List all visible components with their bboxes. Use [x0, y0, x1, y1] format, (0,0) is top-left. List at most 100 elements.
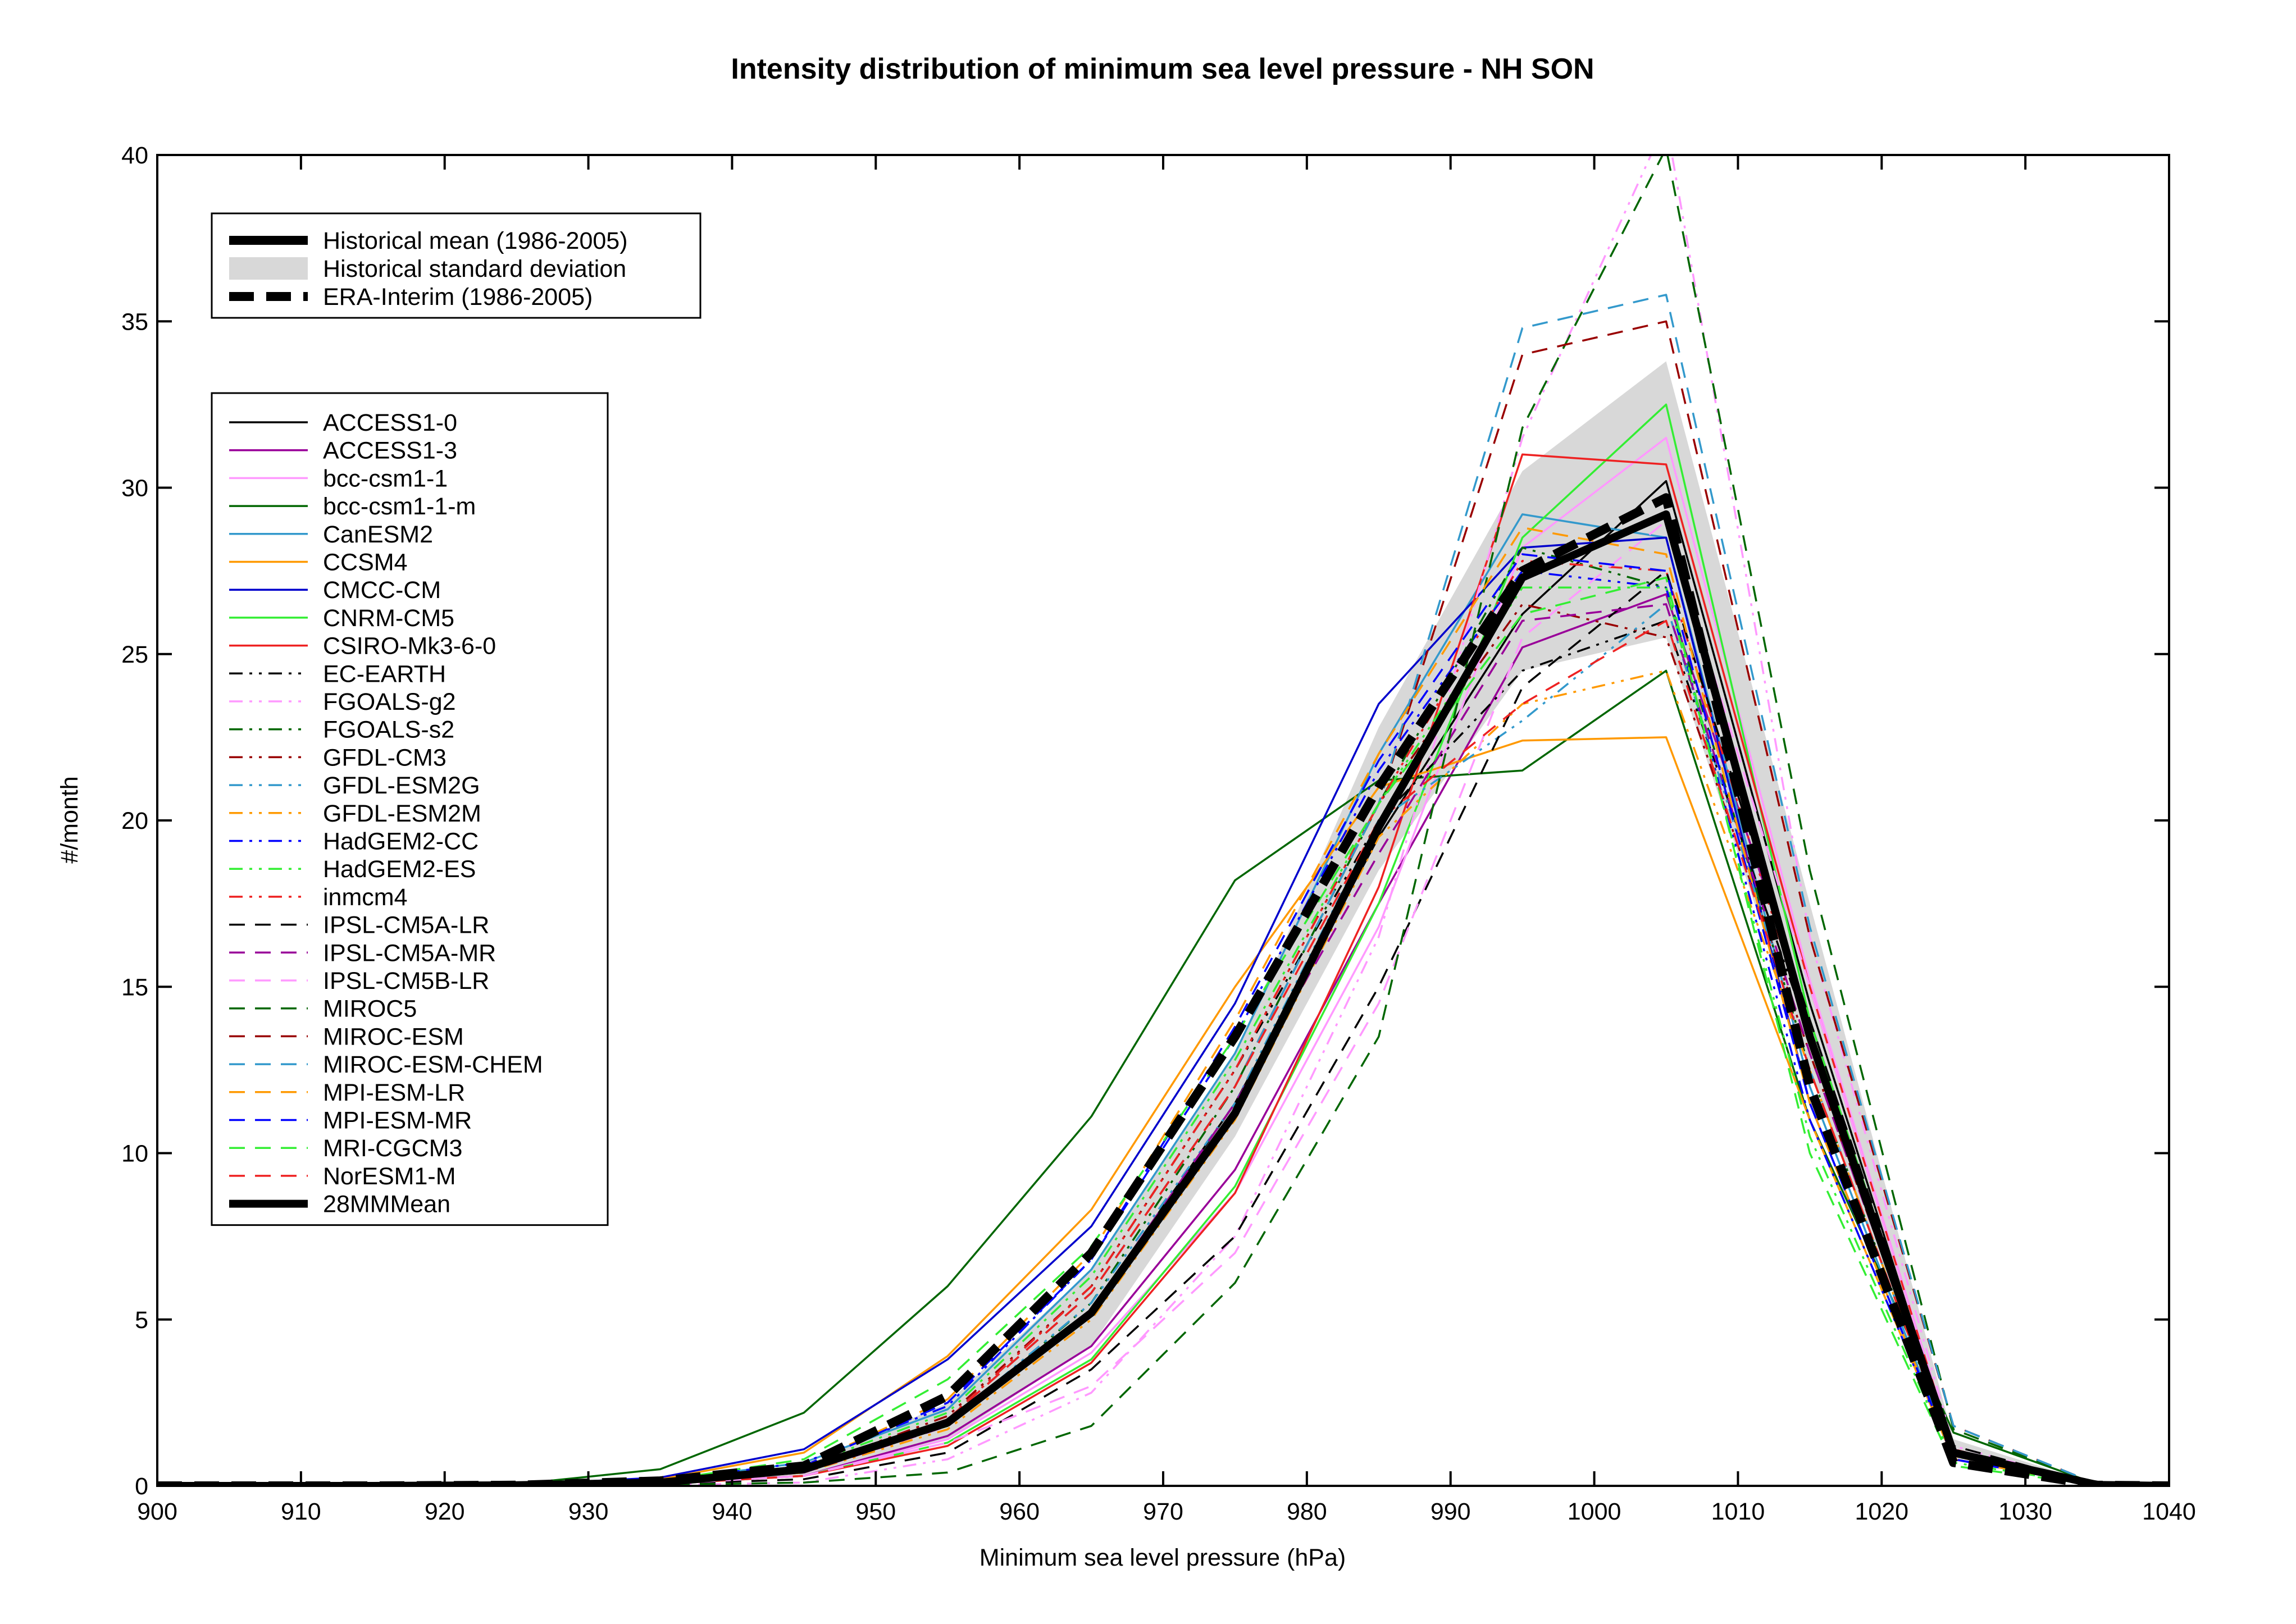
x-tick-label: 1020: [1855, 1498, 1908, 1525]
model-legend-item: CSIRO-Mk3-6-0: [229, 633, 496, 660]
reference-legend-item: Historical standard deviation: [229, 256, 626, 282]
x-tick-label: 980: [1287, 1498, 1327, 1525]
x-tick-label: 960: [999, 1498, 1040, 1525]
model-legend-label: NorESM1-M: [323, 1163, 456, 1190]
model-legend-label: MPI-ESM-MR: [323, 1107, 472, 1134]
x-tick-label: 970: [1143, 1498, 1183, 1525]
model-legend-label: MIROC5: [323, 996, 417, 1023]
model-legend-item: FGOALS-s2: [229, 717, 454, 743]
model-legend: ACCESS1-0ACCESS1-3bcc-csm1-1bcc-csm1-1-m…: [211, 392, 609, 1226]
series-line-era-interim: [157, 493, 2169, 1486]
x-tick-label: 1010: [1711, 1498, 1765, 1525]
x-tick-label: 1030: [1998, 1498, 2052, 1525]
model-legend-item: FGOALS-g2: [229, 688, 456, 715]
model-legend-label: GFDL-ESM2G: [323, 772, 480, 799]
model-legend-item: MPI-ESM-MR: [229, 1107, 472, 1134]
model-legend-label: FGOALS-s2: [323, 717, 454, 743]
model-legend-item: CNRM-CM5: [229, 605, 454, 632]
model-legend-item: HadGEM2-ES: [229, 856, 476, 883]
model-legend-label: GFDL-ESM2M: [323, 800, 481, 827]
model-legend-label: CNRM-CM5: [323, 605, 454, 632]
y-tick-label: 40: [121, 142, 148, 169]
model-legend-item: MPI-ESM-LR: [229, 1079, 465, 1106]
legend-swatch-band: [229, 257, 308, 280]
model-legend-item: MIROC-ESM-CHEM: [229, 1051, 543, 1078]
model-legend-item: 28MMMean: [229, 1191, 450, 1218]
model-legend-item: inmcm4: [229, 884, 408, 911]
model-legend-label: IPSL-CM5A-MR: [323, 939, 496, 966]
x-tick-label: 900: [137, 1498, 177, 1525]
model-legend-label: ACCESS1-3: [323, 437, 457, 464]
model-legend-label: MIROC-ESM-CHEM: [323, 1051, 543, 1078]
model-legend-item: IPSL-CM5A-MR: [229, 939, 496, 966]
x-tick-label: 910: [281, 1498, 321, 1525]
model-legend-label: MPI-ESM-LR: [323, 1079, 465, 1106]
model-legend-label: inmcm4: [323, 884, 408, 911]
std-band-layer: [229, 361, 2098, 1486]
model-legend-item: GFDL-ESM2M: [229, 800, 481, 827]
model-legend-item: GFDL-ESM2G: [229, 772, 480, 799]
model-legend-item: HadGEM2-CC: [229, 828, 479, 855]
model-legend-item: CMCC-CM: [229, 577, 441, 604]
x-tick-label: 1000: [1568, 1498, 1621, 1525]
y-tick-label: 15: [121, 974, 148, 1001]
x-tick-label: 990: [1431, 1498, 1471, 1525]
std-band: [229, 361, 2098, 1486]
reference-legend: Historical mean (1986-2005)Historical st…: [211, 212, 701, 319]
x-tick-label: 950: [855, 1498, 896, 1525]
model-legend-label: CanESM2: [323, 521, 433, 548]
model-legend-label: HadGEM2-CC: [323, 828, 479, 855]
model-legend-label: IPSL-CM5A-LR: [323, 912, 489, 939]
model-legend-label: GFDL-CM3: [323, 744, 447, 771]
model-legend-item: NorESM1-M: [229, 1163, 456, 1190]
y-tick-label: 5: [135, 1307, 148, 1334]
model-legend-label: MRI-CGCM3: [323, 1135, 462, 1162]
model-legend-label: MIROC-ESM: [323, 1023, 464, 1050]
model-legend-label: 28MMMean: [323, 1191, 450, 1218]
y-tick-label: 25: [121, 641, 148, 668]
chart-title: Intensity distribution of minimum sea le…: [731, 53, 1594, 85]
reference-legend-label: ERA-Interim (1986-2005): [323, 284, 593, 311]
reference-legend-label: Historical standard deviation: [323, 256, 626, 282]
reference-legend-item: Historical mean (1986-2005): [229, 227, 628, 254]
model-legend-item: MIROC5: [229, 996, 417, 1023]
model-legend-item: GFDL-CM3: [229, 744, 447, 771]
model-legend-label: ACCESS1-0: [323, 409, 457, 436]
model-legend-label: CCSM4: [323, 549, 408, 576]
model-legend-item: ACCESS1-0: [229, 409, 457, 436]
model-legend-item: IPSL-CM5A-LR: [229, 912, 489, 939]
y-tick-label: 20: [121, 808, 148, 834]
model-legend-label: bcc-csm1-1-m: [323, 493, 476, 520]
model-legend-box: [211, 392, 609, 1226]
y-tick-label: 10: [121, 1141, 148, 1167]
reference-legend-label: Historical mean (1986-2005): [323, 227, 628, 254]
y-tick-label: 0: [135, 1473, 148, 1500]
model-legend-label: FGOALS-g2: [323, 688, 456, 715]
model-legend-item: CCSM4: [229, 549, 408, 576]
x-tick-label: 920: [425, 1498, 465, 1525]
model-legend-item: bcc-csm1-1-m: [229, 493, 476, 520]
x-tick-label: 1040: [2142, 1498, 2196, 1525]
model-legend-label: CMCC-CM: [323, 577, 441, 604]
model-legend-label: IPSL-CM5B-LR: [323, 968, 489, 995]
y-tick-label: 30: [121, 475, 148, 502]
reference-legend-item: ERA-Interim (1986-2005): [229, 284, 593, 311]
model-legend-item: ACCESS1-3: [229, 437, 457, 464]
model-legend-item: bcc-csm1-1: [229, 465, 448, 492]
y-axis-label: #/month: [56, 776, 83, 863]
x-tick-label: 930: [568, 1498, 609, 1525]
x-axis-label: Minimum sea level pressure (hPa): [980, 1544, 1346, 1571]
model-legend-label: bcc-csm1-1: [323, 465, 448, 492]
model-legend-label: HadGEM2-ES: [323, 856, 476, 883]
y-tick-label: 35: [121, 308, 148, 335]
model-legend-item: MIROC-ESM: [229, 1023, 464, 1050]
model-legend-label: EC-EARTH: [323, 660, 446, 687]
model-legend-label: CSIRO-Mk3-6-0: [323, 633, 496, 660]
model-legend-item: IPSL-CM5B-LR: [229, 968, 489, 995]
model-legend-item: MRI-CGCM3: [229, 1135, 462, 1162]
x-tick-label: 940: [712, 1498, 753, 1525]
axes-layer: 900 910 920 930 940 950 960 970 980 990 1000 1010 10…: [121, 142, 2196, 1525]
model-legend-item: EC-EARTH: [229, 660, 446, 687]
model-legend-item: CanESM2: [229, 521, 433, 548]
